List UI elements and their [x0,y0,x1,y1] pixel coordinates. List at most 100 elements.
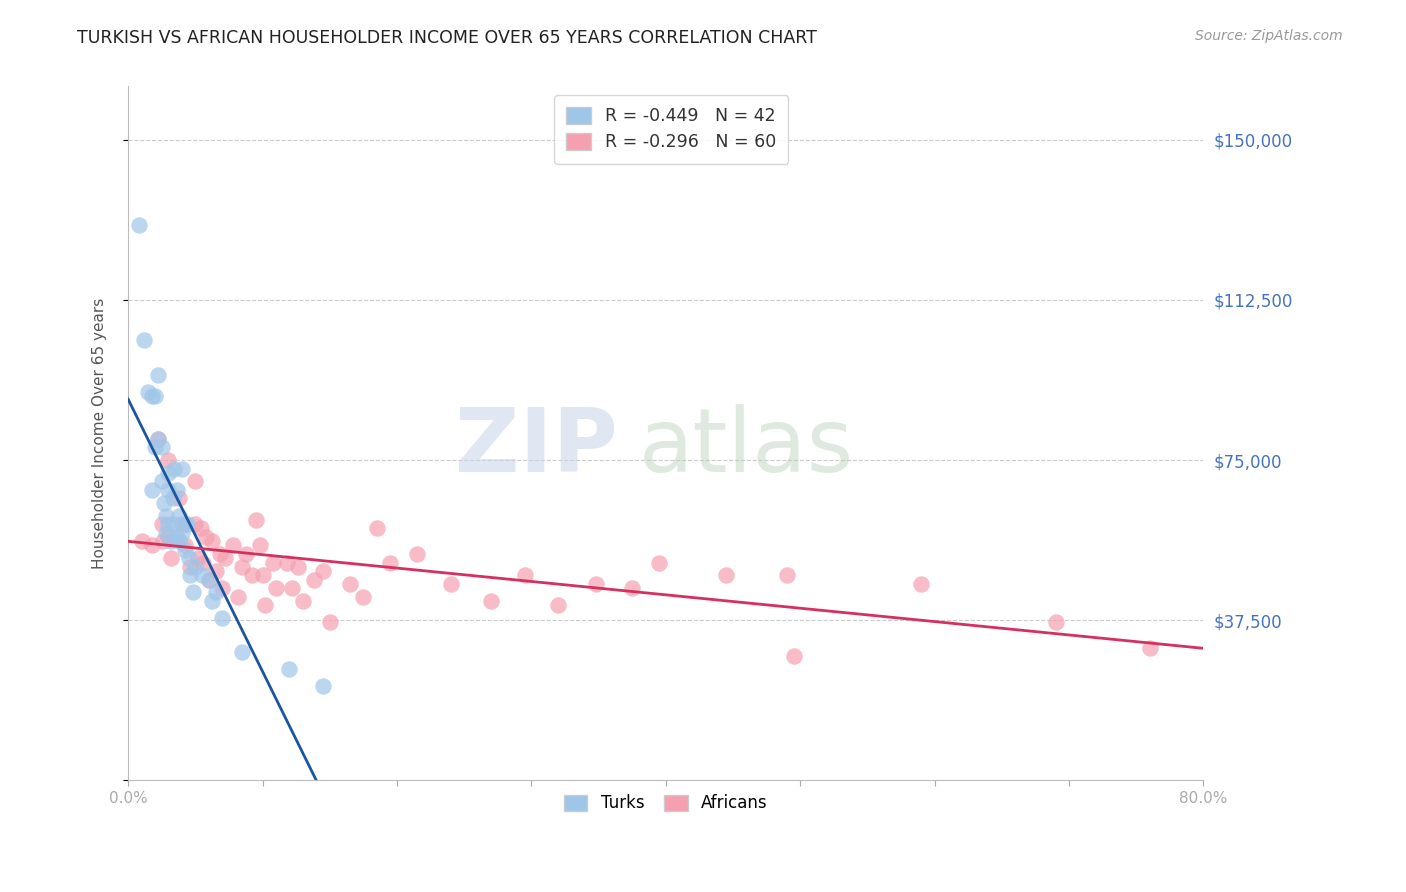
Point [281,581,304,595]
Point [254,598,277,612]
Point [190,521,212,535]
Point [440,577,463,591]
Point [170,461,193,475]
Point [163,461,186,475]
Point [585,577,607,591]
Point [141,538,163,552]
Point [278,662,301,676]
Point [276,556,298,570]
Point [170,525,193,540]
Point [181,585,204,599]
Point [782,649,804,664]
Point [312,564,335,578]
Point [380,556,402,570]
Point [187,551,209,566]
Point [143,389,166,403]
Point [319,615,342,630]
Point [167,491,190,506]
Point [157,517,180,532]
Y-axis label: Householder Income Over 65 years: Householder Income Over 65 years [93,298,107,569]
Point [191,568,214,582]
Point [648,556,671,570]
Point [262,556,284,570]
Point [264,581,287,595]
Point [406,547,429,561]
Point [153,496,176,510]
Point [198,573,221,587]
Text: TURKISH VS AFRICAN HOUSEHOLDER INCOME OVER 65 YEARS CORRELATION CHART: TURKISH VS AFRICAN HOUSEHOLDER INCOME OV… [77,29,817,46]
Point [211,611,233,625]
Point [134,334,156,348]
Point [513,568,536,582]
Point [163,517,186,532]
Point [173,538,195,552]
Point [184,517,207,532]
Point [910,577,932,591]
Point [352,590,374,604]
Point [150,517,173,532]
Point [204,564,226,578]
Point [204,585,226,599]
Point [157,530,180,544]
Point [231,559,253,574]
Point [166,530,188,544]
Point [152,534,174,549]
Point [167,534,190,549]
Point [146,368,169,382]
Point [252,568,274,582]
Point [776,568,799,582]
Point [157,483,180,497]
Point [177,551,200,566]
Point [240,568,263,582]
Point [211,581,233,595]
Point [200,534,222,549]
Point [179,568,201,582]
Text: ZIP: ZIP [456,404,619,491]
Point [141,483,163,497]
Point [166,483,188,497]
Point [150,440,173,454]
Point [146,432,169,446]
Text: Source: ZipAtlas.com: Source: ZipAtlas.com [1195,29,1343,43]
Point [173,542,195,557]
Point [287,559,309,574]
Point [208,547,231,561]
Legend: Turks, Africans: Turks, Africans [553,782,779,824]
Point [231,645,253,659]
Point [312,679,335,693]
Point [173,517,195,532]
Point [179,559,201,574]
Point [547,598,569,612]
Point [157,453,180,467]
Point [249,538,271,552]
Point [141,389,163,403]
Point [1045,615,1067,630]
Point [143,440,166,454]
Point [170,517,193,532]
Point [184,475,207,489]
Point [131,534,153,549]
Point [195,530,218,544]
Point [222,538,245,552]
Point [176,517,198,532]
Point [479,594,502,608]
Point [366,521,388,535]
Point [1139,640,1161,655]
Point [193,556,215,570]
Point [184,559,207,574]
Point [200,594,222,608]
Point [214,551,236,566]
Point [155,508,177,523]
Point [291,594,314,608]
Point [162,491,184,506]
Point [716,568,738,582]
Point [155,525,177,540]
Point [302,573,325,587]
Point [228,590,250,604]
Point [157,466,180,480]
Point [136,384,159,399]
Point [150,475,173,489]
Point [339,577,361,591]
Point [621,581,644,595]
Point [128,218,150,232]
